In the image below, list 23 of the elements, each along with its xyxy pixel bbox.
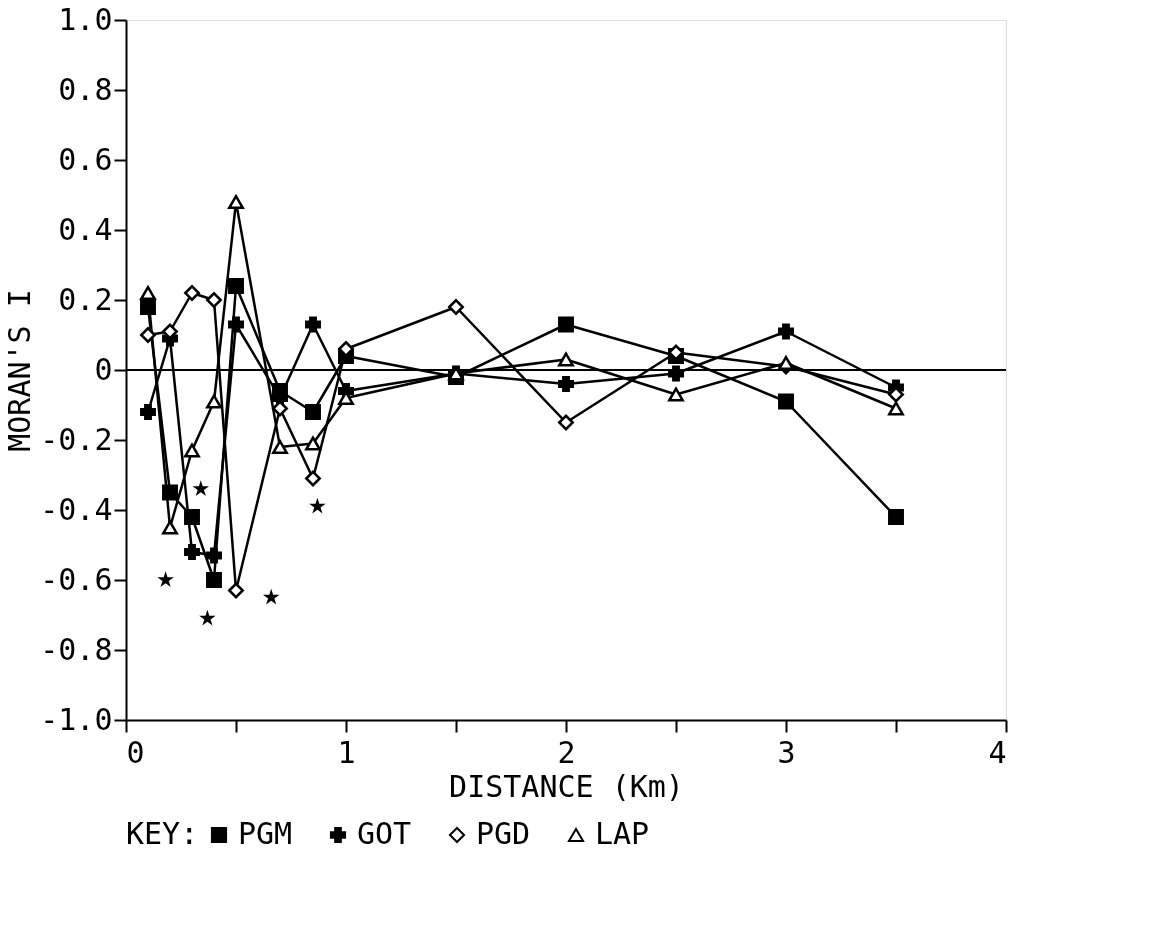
- legend-label: PGM: [238, 816, 293, 851]
- y-tick-label: 0.4: [58, 211, 113, 247]
- y-tick-label: -0.2: [40, 421, 113, 457]
- x-tick-label: 4: [988, 734, 1007, 770]
- legend-label: GOT: [357, 816, 412, 851]
- y-tick-label: -0.6: [40, 561, 113, 597]
- x-tick-label: 3: [777, 734, 796, 770]
- y-tick-label: 1.0: [58, 1, 113, 37]
- x-tick-label: 2: [557, 734, 576, 770]
- x-tick-label: 0: [126, 734, 145, 770]
- y-tick-label: 0.8: [58, 71, 113, 107]
- x-axis-title: DISTANCE (Km): [449, 768, 684, 804]
- y-tick-label: -0.8: [40, 631, 113, 667]
- y-tick-label: -0.4: [40, 491, 113, 527]
- x-tick-label: 1: [337, 734, 356, 770]
- y-axis-title: MORAN'S I: [2, 289, 38, 452]
- legend-label: LAP: [595, 816, 650, 851]
- y-tick-label: 0.2: [58, 281, 113, 317]
- y-tick-label: -1.0: [40, 701, 113, 737]
- legend-label: PGD: [476, 816, 531, 851]
- legend-title: KEY:: [126, 816, 199, 851]
- y-tick-label: 0.6: [58, 141, 113, 177]
- y-tick-label: 0: [94, 351, 113, 387]
